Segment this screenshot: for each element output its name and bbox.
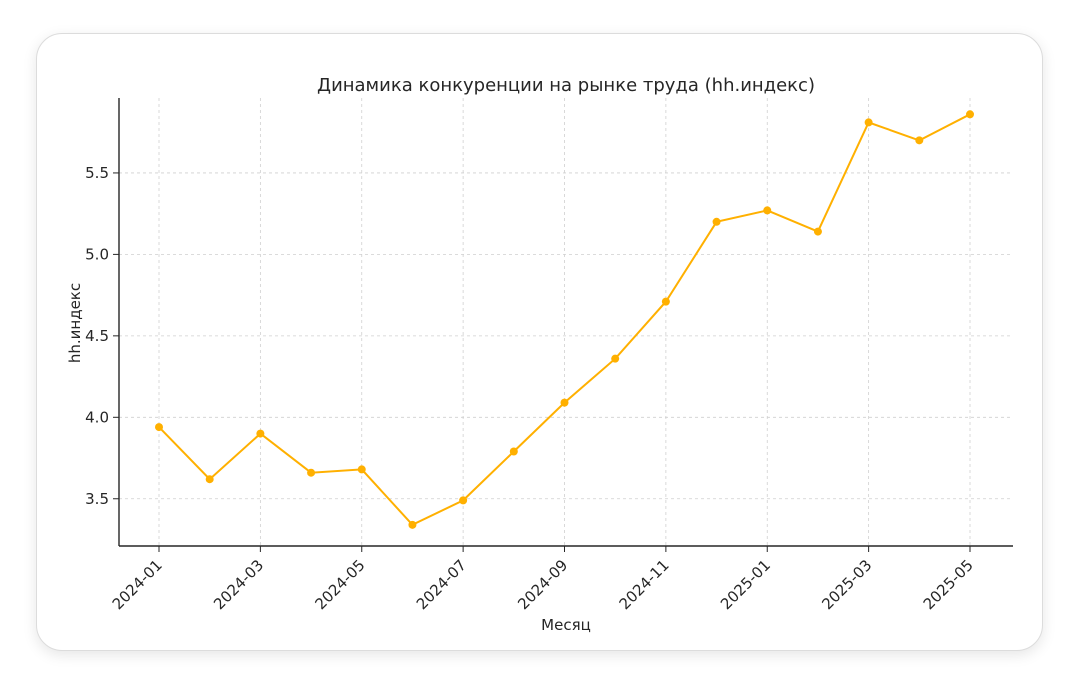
x-tick-label: 2024-11 xyxy=(616,556,673,613)
data-point xyxy=(408,520,417,529)
y-tick-label: 5.0 xyxy=(85,245,109,263)
data-point xyxy=(661,297,670,306)
data-point xyxy=(256,429,265,438)
data-point xyxy=(611,354,620,363)
data-point xyxy=(509,447,518,456)
data-point xyxy=(712,217,721,226)
data-point xyxy=(357,465,366,474)
series xyxy=(155,110,974,529)
chart-title: Динамика конкуренции на рынке труда (hh.… xyxy=(317,75,815,96)
x-tick-label: 2024-09 xyxy=(514,556,571,613)
data-point xyxy=(459,496,468,505)
data-point xyxy=(966,110,974,119)
series-line xyxy=(158,113,971,527)
x-tick-label: 2025-03 xyxy=(818,556,875,613)
chart-card xyxy=(36,33,1043,651)
y-tick-label: 3.5 xyxy=(85,490,109,508)
x-tick-label: 2025-01 xyxy=(717,556,774,613)
y-tick-label: 4.5 xyxy=(85,327,109,345)
grid xyxy=(119,98,1013,546)
x-tick-label: 2024-05 xyxy=(312,556,369,613)
x-tick-label: 2024-03 xyxy=(210,556,267,613)
data-point xyxy=(205,475,214,484)
x-tick-label: 2025-05 xyxy=(920,556,977,613)
data-point xyxy=(307,468,316,477)
data-point xyxy=(813,227,822,236)
data-point xyxy=(864,118,873,127)
data-point xyxy=(155,423,163,432)
data-point xyxy=(915,136,924,145)
y-tick-label: 4.0 xyxy=(85,408,109,426)
data-point xyxy=(560,398,569,407)
axes xyxy=(118,98,1013,547)
x-axis-label: Месяц xyxy=(541,616,591,634)
y-axis-label: hh.индекс xyxy=(66,283,84,363)
data-point xyxy=(763,206,772,215)
y-tick-label: 5.5 xyxy=(85,164,109,182)
x-tick-label: 2024-07 xyxy=(413,556,470,613)
x-tick-label: 2024-01 xyxy=(109,556,166,613)
